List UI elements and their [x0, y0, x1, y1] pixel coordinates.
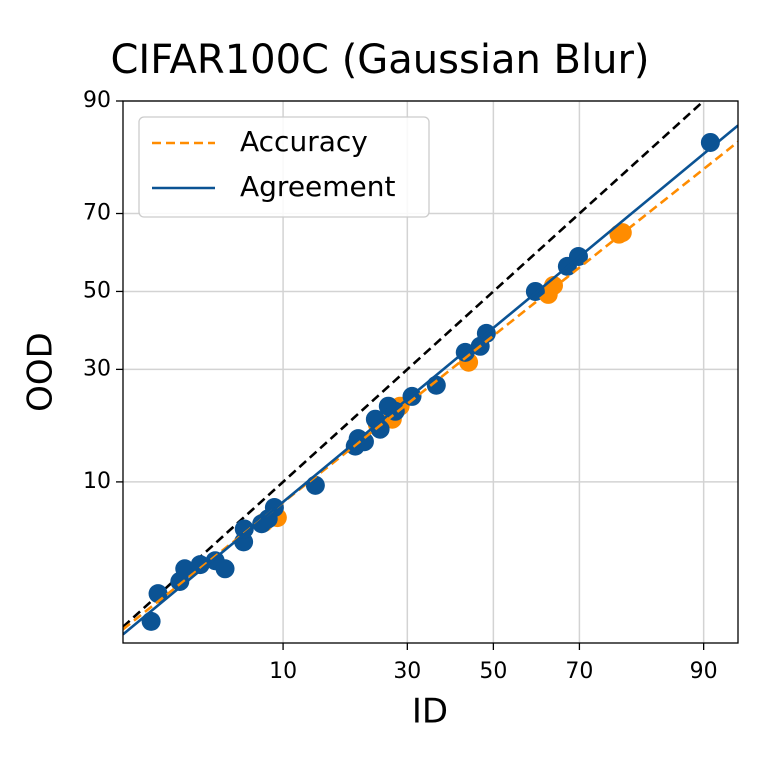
- reference-line: [123, 101, 706, 628]
- point: [426, 375, 446, 395]
- y-tick-label: 30: [83, 356, 111, 381]
- y-tick-label: 70: [83, 201, 111, 226]
- legend-label: Agreement: [240, 170, 396, 203]
- plot-frame: [122, 100, 739, 644]
- legend-label: Accuracy: [240, 125, 368, 158]
- x-tick-label: 50: [479, 659, 507, 684]
- x-tick-label: 70: [565, 659, 593, 684]
- x-tick-label: 30: [393, 659, 421, 684]
- point: [215, 559, 235, 579]
- legend: Accuracy Agreement: [138, 116, 430, 218]
- fit-line: [123, 124, 738, 636]
- y-axis-label: OOD: [21, 332, 61, 412]
- y-tick-label: 90: [83, 88, 111, 113]
- point: [234, 519, 254, 539]
- point: [175, 559, 195, 579]
- x-axis-label: ID: [412, 692, 448, 732]
- chart-title: CIFAR100C (Gaussian Blur): [110, 37, 649, 83]
- x-tick-label: 90: [690, 659, 718, 684]
- point: [700, 132, 720, 152]
- y-tick-label: 50: [83, 278, 111, 303]
- plot-area: [123, 101, 738, 636]
- y-tick-label: 10: [83, 469, 111, 494]
- point: [305, 475, 325, 495]
- point: [190, 555, 210, 575]
- point: [141, 611, 161, 631]
- x-tick-label: 10: [269, 659, 297, 684]
